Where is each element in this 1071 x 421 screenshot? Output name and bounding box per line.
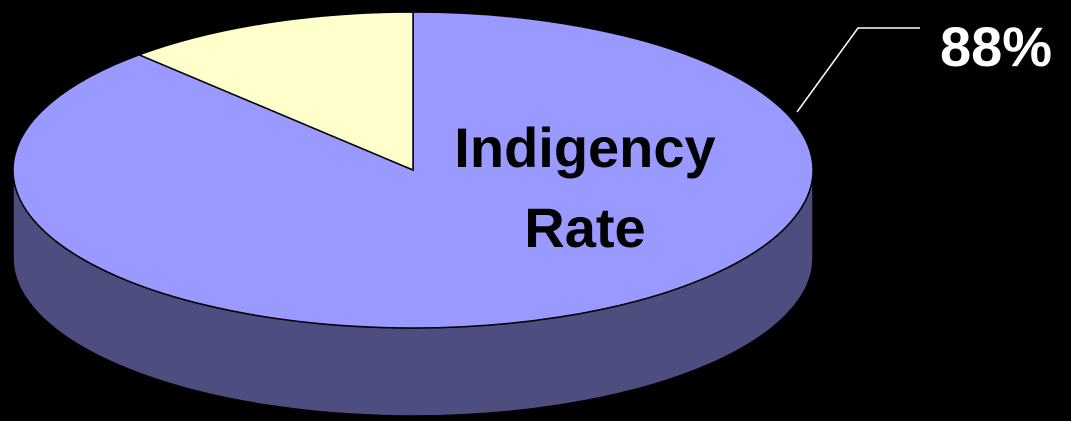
value-label: 88% <box>940 15 1053 78</box>
slice <box>137 11 414 172</box>
slice-label: Indigency Rate <box>454 116 716 259</box>
leader-line <box>796 27 920 113</box>
